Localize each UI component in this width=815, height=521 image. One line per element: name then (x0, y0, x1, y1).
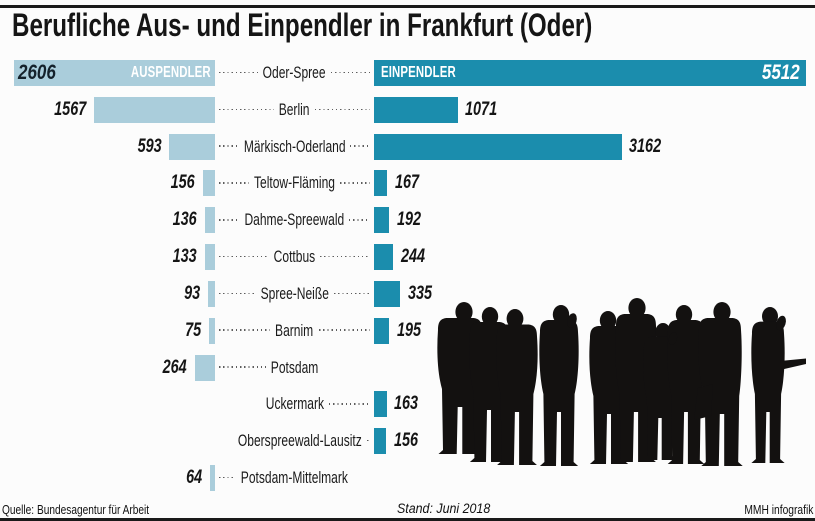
category-label-text: Teltow-Fläming (253, 174, 335, 193)
credit-note: MMH infografik (743, 502, 813, 517)
out-value-9: 264 (162, 356, 187, 378)
out-value-3: 593 (137, 135, 162, 157)
category-label-text: Berlin (279, 100, 310, 119)
category-label-2: Berlin (215, 97, 374, 123)
leader-dots-right-1 (330, 71, 370, 74)
out-series-label: AUSPENDLER (130, 64, 211, 81)
in-value-7: 335 (407, 282, 432, 304)
in-bar-11 (374, 428, 387, 455)
out-bar-3 (169, 133, 215, 160)
bottom-rule (0, 518, 815, 521)
category-label-8: Barnim (215, 318, 374, 344)
in-value-5: 192 (396, 209, 421, 231)
category-label-text: Barnim (275, 321, 314, 340)
category-label-4: Teltow-Fläming (215, 170, 374, 196)
out-bar-8 (209, 317, 215, 344)
in-bar-3 (374, 133, 622, 160)
out-bar-7 (207, 280, 215, 307)
category-label-text: Spree-Neiße (260, 284, 329, 303)
leader-dots-right-3 (350, 145, 370, 147)
in-bar-4 (374, 170, 388, 197)
in-value-3: 3162 (629, 135, 662, 157)
source-note: Quelle: Bundesagentur für Arbeit (2, 502, 150, 517)
leader-dots-left-5 (219, 218, 240, 221)
out-bar-1 (14, 60, 215, 86)
out-value-7: 93 (183, 282, 200, 304)
out-bar-9 (194, 354, 215, 381)
in-bar-6 (374, 244, 394, 271)
in-value-6: 244 (400, 246, 425, 268)
in-series-label: EINPENDLER (380, 64, 456, 81)
in-value-2: 1071 (465, 98, 498, 120)
status-note: Stand: Juni 2018 (397, 501, 491, 516)
leader-dots-right-6 (320, 255, 370, 258)
leader-dots-left-2 (219, 108, 275, 111)
category-label-text: Potsdam-Mittelmark (240, 469, 349, 488)
leader-dots-right-10 (328, 403, 370, 405)
in-value-10: 163 (394, 393, 419, 415)
leader-dots-right-8 (318, 329, 370, 332)
leader-dots-right-11 (366, 439, 370, 442)
leader-dots-left-6 (219, 255, 269, 258)
leader-dots-right-5 (349, 218, 370, 221)
out-bar-5 (204, 207, 215, 234)
in-bar-2 (374, 96, 458, 123)
in-value-8: 195 (396, 319, 421, 341)
leader-dots-left-12 (219, 476, 236, 479)
in-value-1: 5512 (762, 61, 800, 84)
leader-dots-left-9 (219, 366, 266, 368)
out-value-6: 133 (172, 246, 197, 268)
category-label-text: Uckermark (265, 395, 324, 414)
out-value-12: 64 (186, 467, 203, 489)
category-label-text: Cottbus (273, 248, 316, 267)
in-bar-8 (374, 317, 390, 344)
category-label-text: Märkisch-Oderland (243, 137, 346, 156)
in-bar-1 (374, 60, 806, 86)
category-label-11: Oberspreewald-Lausitz (215, 428, 374, 454)
in-bar-10 (374, 391, 387, 418)
in-bar-5 (374, 207, 390, 234)
category-label-9: Potsdam (215, 355, 374, 381)
category-label-text: Potsdam (270, 358, 319, 377)
out-bar-12 (210, 465, 215, 492)
in-value-4: 167 (394, 172, 419, 194)
out-bar-2 (94, 96, 215, 123)
category-label-7: Spree-Neiße (215, 281, 374, 307)
out-value-5: 136 (172, 209, 197, 231)
in-value-11: 156 (393, 430, 418, 452)
leader-dots-left-8 (219, 329, 271, 332)
category-label-3: Märkisch-Oderland (215, 134, 374, 160)
chart-title: Berufliche Aus- und Einpendler in Frankf… (12, 7, 593, 43)
top-rule (0, 5, 815, 8)
crowd-silhouette-icon (430, 292, 806, 477)
out-value-4: 156 (170, 172, 195, 194)
out-value-2: 1567 (54, 98, 87, 120)
category-label-5: Dahme-Spreewald (215, 207, 374, 233)
leader-dots-left-1 (219, 71, 259, 74)
in-bar-7 (374, 280, 401, 307)
out-bar-4 (202, 170, 215, 197)
category-label-6: Cottbus (215, 244, 374, 270)
leader-dots-right-7 (333, 292, 370, 295)
category-label-1: Oder-Spree (215, 60, 374, 86)
out-bar-6 (204, 244, 215, 271)
out-value-1: 2606 (18, 61, 56, 84)
leader-dots-left-3 (219, 145, 239, 147)
category-label-text: Oberspreewald-Lausitz (237, 432, 362, 451)
category-label-text: Oder-Spree (263, 64, 326, 82)
leader-dots-left-7 (219, 292, 256, 295)
leader-dots-right-4 (339, 182, 370, 184)
category-label-10: Uckermark (215, 391, 374, 417)
out-value-8: 75 (185, 319, 202, 341)
category-label-text: Dahme-Spreewald (244, 211, 345, 230)
leader-dots-right-2 (314, 108, 370, 111)
leader-dots-left-4 (219, 182, 249, 184)
category-label-12: Potsdam-Mittelmark (215, 465, 374, 491)
